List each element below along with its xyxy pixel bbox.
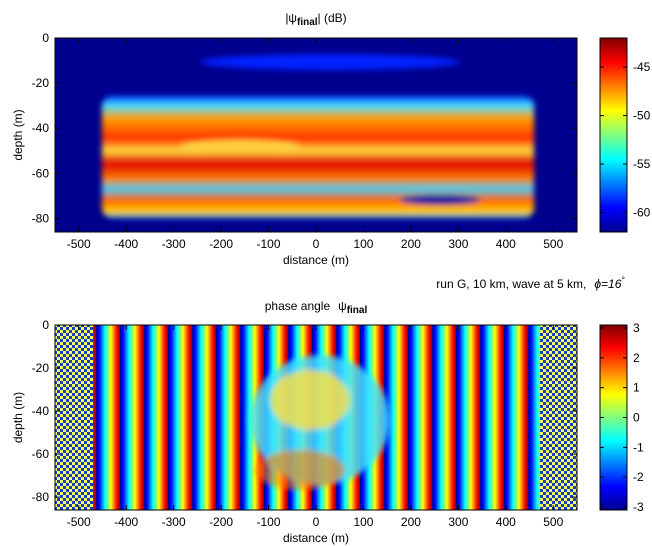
heatmap-image xyxy=(55,38,577,232)
colorbar-tick-label: -1 xyxy=(633,440,644,454)
title-part: phase angle xyxy=(265,299,331,313)
x-tick-label: -500 xyxy=(67,237,91,251)
colorbar-tick-label: -2 xyxy=(633,470,644,484)
x-tick-label: -100 xyxy=(257,515,281,529)
colorbar-tick-label: 1 xyxy=(633,381,640,395)
y-tick-label: -40 xyxy=(32,404,50,418)
y-tick-label: -60 xyxy=(32,447,50,461)
chart-title: phase angle ψfinal xyxy=(265,299,368,316)
y-tick-label: 0 xyxy=(42,31,49,45)
x-tick-label: 200 xyxy=(401,515,421,529)
annotation-text: run G, 10 km, wave at 5 km, xyxy=(436,277,586,291)
title-sub: final xyxy=(347,305,368,316)
x-tick-label: 400 xyxy=(496,515,516,529)
title-part: | (dB) xyxy=(318,11,347,25)
x-tick-label: -400 xyxy=(114,237,138,251)
colorbar-tick-label: -3 xyxy=(633,500,644,514)
y-tick-label: -80 xyxy=(32,490,50,504)
colorbar-tick-label: 3 xyxy=(633,321,640,335)
annotation: run G, 10 km, wave at 5 km, ϕ=16° xyxy=(436,275,625,291)
y-tick-label: -60 xyxy=(32,166,50,180)
y-tick-label: -80 xyxy=(32,211,50,225)
x-tick-label: -300 xyxy=(162,237,186,251)
x-tick-label: 500 xyxy=(543,237,563,251)
y-axis-label: depth (m) xyxy=(11,109,25,160)
annotation-phi: ϕ=16 xyxy=(594,277,621,291)
heatmap-image xyxy=(55,325,577,510)
x-tick-label: 0 xyxy=(313,237,320,251)
x-tick-label: -500 xyxy=(67,515,91,529)
x-tick-label: 400 xyxy=(496,237,516,251)
x-axis-label: distance (m) xyxy=(283,253,349,267)
x-tick-label: 200 xyxy=(401,237,421,251)
x-tick-label: 100 xyxy=(353,237,373,251)
chart-title: |ψfinal| (dB) xyxy=(285,11,346,28)
colorbar-tick-label: -60 xyxy=(633,206,651,220)
x-tick-label: -400 xyxy=(114,515,138,529)
y-axis-label: depth (m) xyxy=(11,392,25,443)
y-tick-label: -20 xyxy=(32,76,50,90)
colorbar-tick-label: -45 xyxy=(633,60,651,74)
x-axis-label: distance (m) xyxy=(283,531,349,545)
x-tick-label: -300 xyxy=(162,515,186,529)
y-tick-label: -20 xyxy=(32,361,50,375)
x-tick-label: -200 xyxy=(209,237,233,251)
colorbar xyxy=(600,38,627,232)
colorbar-tick-label: 2 xyxy=(633,351,640,365)
x-tick-label: -100 xyxy=(257,237,281,251)
x-tick-label: 500 xyxy=(543,515,563,529)
x-tick-label: 300 xyxy=(448,515,468,529)
x-tick-label: -200 xyxy=(209,515,233,529)
title-part: ψ xyxy=(338,299,347,313)
colorbar-tick-label: 0 xyxy=(633,411,640,425)
colorbar-tick-label: -55 xyxy=(633,157,651,171)
x-tick-label: 100 xyxy=(353,515,373,529)
y-tick-label: -40 xyxy=(32,121,50,135)
colorbar-frame xyxy=(599,37,628,233)
x-tick-label: 0 xyxy=(313,515,320,529)
annotation-sup: ° xyxy=(621,275,625,285)
colorbar-tick-label: -50 xyxy=(633,109,651,123)
y-tick-label: 0 xyxy=(42,318,49,332)
colorbar xyxy=(600,325,627,510)
title-sub: final xyxy=(297,17,318,28)
x-tick-label: 300 xyxy=(448,237,468,251)
title-part: |ψ xyxy=(285,11,297,25)
